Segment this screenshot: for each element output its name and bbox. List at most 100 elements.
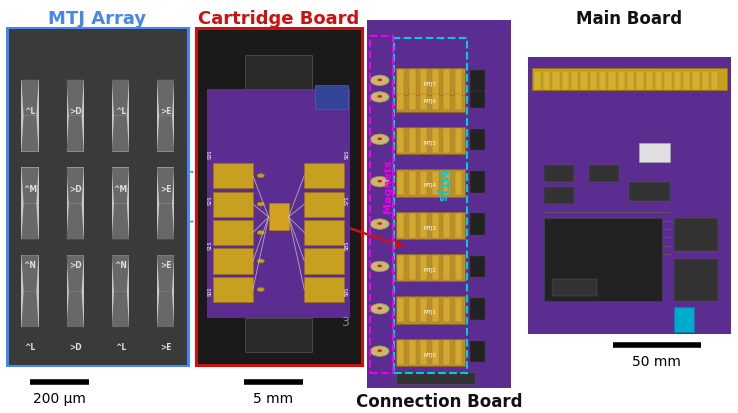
Bar — [432, 129, 438, 154]
Text: >E: >E — [160, 260, 171, 269]
Text: >E: >E — [160, 107, 171, 116]
Bar — [304, 221, 345, 246]
Bar — [420, 171, 427, 196]
Bar — [409, 214, 415, 238]
Bar — [646, 71, 653, 91]
Bar — [589, 166, 619, 183]
Bar — [432, 214, 438, 238]
Text: 50 mm: 50 mm — [632, 354, 681, 368]
Polygon shape — [111, 168, 129, 204]
Bar — [455, 256, 462, 280]
Polygon shape — [157, 116, 174, 152]
Bar — [396, 212, 465, 240]
Bar — [655, 71, 662, 91]
Polygon shape — [66, 204, 84, 240]
Bar — [674, 71, 681, 91]
Bar — [444, 256, 450, 280]
Text: MTJ0: MTJ0 — [424, 352, 437, 357]
Text: >E: >E — [160, 342, 171, 351]
Bar — [397, 171, 404, 196]
Polygon shape — [157, 81, 174, 116]
Bar — [21, 81, 38, 152]
Bar — [470, 87, 485, 109]
Bar — [207, 90, 350, 318]
Bar — [552, 279, 596, 296]
Text: MTJs: MTJs — [435, 170, 448, 202]
Circle shape — [377, 223, 382, 225]
Bar — [599, 71, 606, 91]
Text: S9S: S9S — [345, 286, 350, 296]
Bar — [455, 340, 462, 365]
Circle shape — [257, 231, 264, 235]
Polygon shape — [157, 256, 174, 292]
Circle shape — [370, 135, 389, 145]
Bar — [409, 129, 415, 154]
Bar — [444, 70, 450, 95]
Text: ^M: ^M — [114, 184, 128, 193]
Polygon shape — [21, 256, 38, 292]
Bar — [304, 249, 345, 274]
Circle shape — [377, 349, 382, 352]
Text: MTJ6: MTJ6 — [424, 98, 437, 103]
Bar — [432, 70, 438, 95]
Bar — [409, 70, 415, 95]
Bar — [245, 56, 312, 90]
Circle shape — [370, 219, 389, 230]
Bar — [470, 341, 485, 362]
Bar — [213, 249, 253, 274]
Bar — [196, 29, 362, 366]
Bar — [396, 372, 475, 385]
Polygon shape — [111, 81, 129, 116]
Bar — [66, 256, 84, 328]
Bar — [543, 71, 551, 91]
Bar — [629, 182, 670, 202]
Bar — [397, 214, 404, 238]
Bar — [396, 170, 465, 197]
Text: S6S: S6S — [345, 149, 350, 158]
Bar — [396, 128, 465, 155]
Text: MTJ1: MTJ1 — [424, 310, 437, 315]
Text: >D: >D — [69, 107, 81, 116]
Bar — [304, 277, 345, 302]
Bar — [618, 71, 625, 91]
Bar — [444, 340, 450, 365]
Bar — [397, 70, 404, 95]
Polygon shape — [66, 292, 84, 328]
Bar — [571, 71, 578, 91]
Polygon shape — [21, 168, 38, 204]
Bar — [444, 171, 450, 196]
Bar — [470, 71, 485, 92]
Bar — [397, 256, 404, 280]
Bar — [432, 340, 438, 365]
Bar — [213, 164, 253, 189]
Bar — [608, 71, 615, 91]
Bar — [7, 29, 188, 366]
Bar — [396, 297, 465, 324]
Bar — [420, 129, 427, 154]
Text: MTJ2: MTJ2 — [424, 267, 437, 273]
Text: ^L: ^L — [115, 107, 126, 116]
Bar — [674, 307, 694, 332]
Bar — [409, 340, 415, 365]
Bar — [157, 81, 174, 152]
Bar — [397, 298, 404, 323]
Circle shape — [370, 304, 389, 314]
Bar — [470, 214, 485, 235]
Text: ^N: ^N — [114, 260, 127, 269]
Text: 5 mm: 5 mm — [253, 392, 293, 406]
Bar — [157, 256, 174, 328]
Bar — [636, 71, 644, 91]
Circle shape — [370, 93, 389, 103]
Polygon shape — [21, 116, 38, 152]
Polygon shape — [157, 204, 174, 240]
Bar — [455, 129, 462, 154]
Bar — [470, 299, 485, 320]
Bar — [692, 71, 700, 91]
Text: Connection Board: Connection Board — [356, 392, 523, 410]
Polygon shape — [111, 256, 129, 292]
Text: >D: >D — [69, 342, 81, 351]
Bar — [420, 87, 427, 111]
Bar — [396, 85, 465, 113]
Polygon shape — [111, 116, 129, 152]
Bar — [432, 87, 438, 111]
